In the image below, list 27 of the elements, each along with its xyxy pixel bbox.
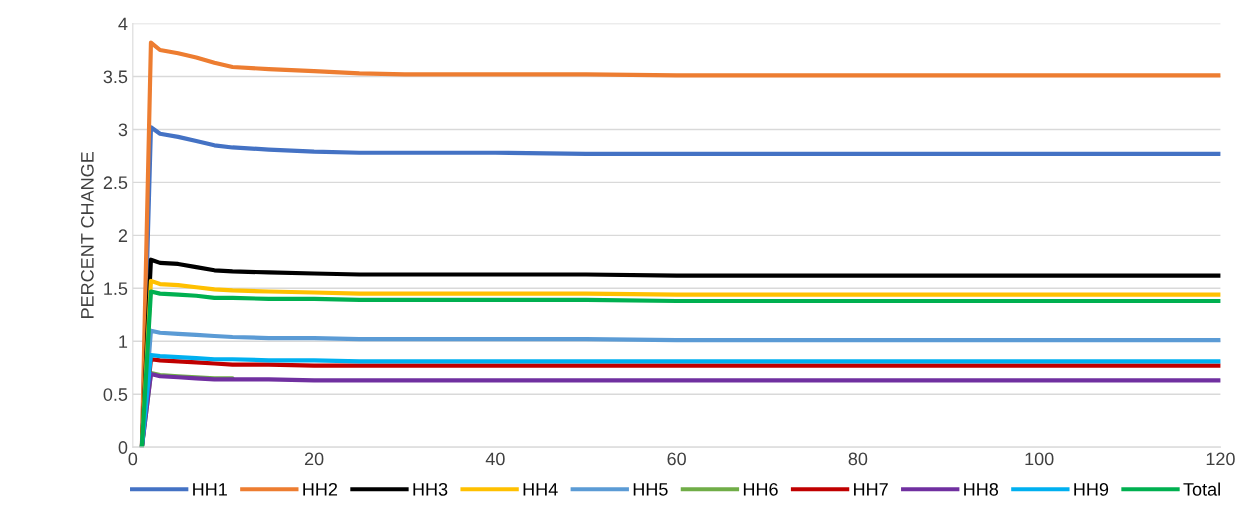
x-tick-label: 80	[848, 452, 868, 466]
y-tick-label: 1.5	[104, 282, 128, 296]
y-tick-label: 0	[118, 441, 128, 454]
y-tick-label: 2	[118, 229, 128, 242]
x-tick-label: 40	[485, 452, 505, 466]
legend-label: HH3	[413, 482, 448, 496]
x-tick-label: 20	[304, 452, 324, 466]
y-tick-label: 4	[118, 17, 128, 31]
x-tick-label: 0	[128, 452, 138, 466]
y-tick-label: 1	[119, 335, 128, 348]
y-tick-label: 3	[118, 123, 128, 137]
x-tick-label: 60	[667, 452, 686, 466]
legend-label: HH4	[523, 483, 558, 496]
legend-label: Total	[1183, 482, 1220, 496]
y-axis-title: PERCENT CHANGE	[80, 152, 94, 318]
legend-label: HH2	[303, 482, 338, 496]
legend-label: HH1	[193, 483, 227, 496]
legend-label: HH5	[633, 483, 668, 496]
y-tick-label: 0.5	[103, 388, 128, 401]
legend-label: HH7	[854, 483, 888, 496]
y-tick-label: 3.5	[103, 70, 128, 84]
x-tick-label: 120	[1206, 452, 1235, 466]
x-tick-label: 100	[1025, 452, 1054, 466]
legend-label: HH6	[743, 482, 778, 496]
y-tick-label: 2.5	[103, 176, 128, 190]
legend-label: HH9	[1074, 482, 1109, 496]
legend-label: HH8	[964, 482, 999, 496]
